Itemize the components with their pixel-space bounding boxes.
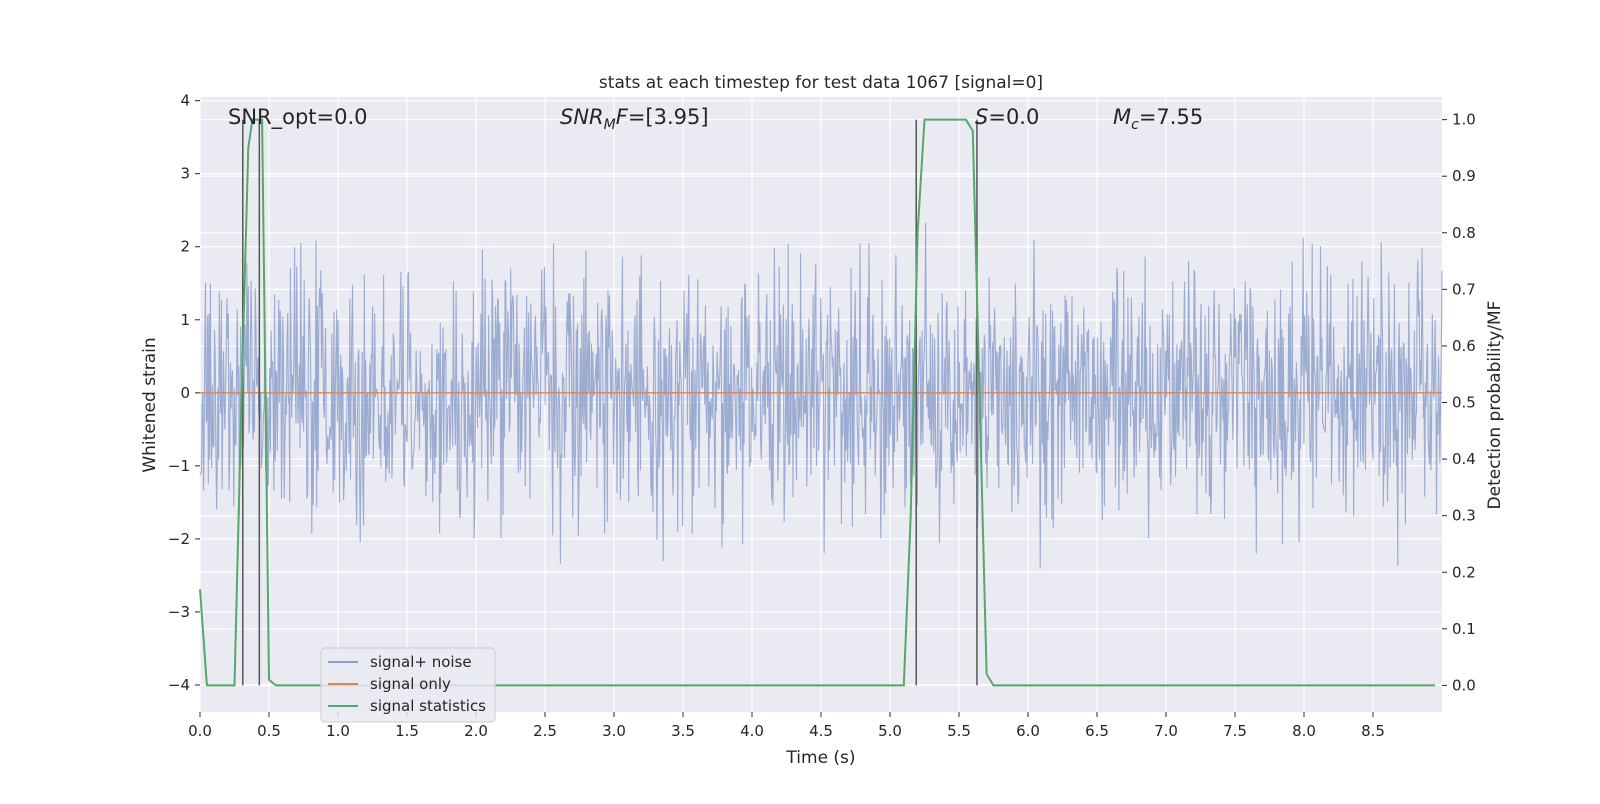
y-right-tick-labels: 0.0 0.1 0.2 0.3 0.4 0.5 0.6 0.7 0.8 0.9 1.0 bbox=[1442, 111, 1476, 694]
x-tick-label: 0.0 bbox=[188, 722, 212, 740]
x-tick-label: 8.0 bbox=[1292, 722, 1316, 740]
y-left-tick-label: −2 bbox=[168, 530, 190, 548]
annotation-mc: Mc=7.55 bbox=[1113, 105, 1203, 133]
legend-label-signal-noise: signal+ noise bbox=[370, 653, 472, 671]
series-signal-noise bbox=[199, 222, 1443, 569]
y-left-tick-label: 3 bbox=[180, 165, 190, 183]
x-tick-label: 5.0 bbox=[878, 722, 902, 740]
y-left-tick-label: −3 bbox=[168, 603, 190, 621]
y-left-tick-label: 4 bbox=[180, 92, 190, 110]
x-tick-label: 2.0 bbox=[464, 722, 488, 740]
legend-label-signal-only: signal only bbox=[370, 675, 451, 693]
y-left-tick-label: 2 bbox=[180, 238, 190, 256]
x-tick-labels: 0.0 0.5 1.0 1.5 2.0 2.5 3.0 3.5 4.0 4.5 5.0 5.5 6.0 6… bbox=[188, 712, 1385, 740]
y-right-tick-label: 0.0 bbox=[1452, 676, 1476, 694]
x-tick-label: 7.5 bbox=[1223, 722, 1247, 740]
x-tick-label: 5.5 bbox=[947, 722, 971, 740]
y-right-tick-label: 0.6 bbox=[1452, 337, 1476, 355]
x-tick-label: 3.5 bbox=[671, 722, 695, 740]
y-right-tick-label: 0.2 bbox=[1452, 563, 1476, 581]
y-right-tick-label: 0.8 bbox=[1452, 224, 1476, 242]
chart-title: stats at each timestep for test data 106… bbox=[599, 73, 1043, 93]
x-tick-label: 4.0 bbox=[740, 722, 764, 740]
y-right-axis-label: Detection probability/MF bbox=[1485, 301, 1505, 510]
signal-statistics-line bbox=[199, 118, 1436, 687]
y-left-tick-label: −4 bbox=[168, 676, 190, 694]
y-right-tick-label: 0.4 bbox=[1452, 450, 1476, 468]
x-tick-label: 8.5 bbox=[1361, 722, 1385, 740]
legend: signal+ noise signal only signal statist… bbox=[320, 647, 496, 723]
x-tick-label: 1.0 bbox=[326, 722, 350, 740]
series-vlines bbox=[242, 119, 978, 686]
annotation-snr-mf: SNRMF=[3.95] bbox=[560, 105, 709, 133]
x-axis-label: Time (s) bbox=[785, 748, 855, 768]
x-tick-label: 1.5 bbox=[395, 722, 419, 740]
x-tick-label: 2.5 bbox=[533, 722, 557, 740]
annotation-s: S=0.0 bbox=[975, 105, 1039, 129]
x-tick-label: 6.0 bbox=[1016, 722, 1040, 740]
legend-box bbox=[320, 647, 496, 723]
x-tick-label: 6.5 bbox=[1085, 722, 1109, 740]
y-right-tick-label: 0.7 bbox=[1452, 280, 1476, 298]
x-tick-label: 3.0 bbox=[602, 722, 626, 740]
legend-label-signal-statistics: signal statistics bbox=[370, 697, 486, 715]
x-tick-label: 7.0 bbox=[1154, 722, 1178, 740]
y-right-tick-label: 0.3 bbox=[1452, 507, 1476, 525]
annotation-snr-opt: SNR_opt=0.0 bbox=[228, 105, 368, 130]
y-left-tick-label: 0 bbox=[180, 384, 190, 402]
y-left-tick-label: 1 bbox=[180, 311, 190, 329]
grid bbox=[199, 97, 1442, 712]
x-tick-label: 4.5 bbox=[809, 722, 833, 740]
y-right-tick-label: 0.5 bbox=[1452, 394, 1476, 412]
y-right-tick-label: 0.1 bbox=[1452, 620, 1476, 638]
noise-trace bbox=[199, 222, 1443, 569]
y-left-tick-labels: −4 −3 −2 −1 0 1 2 3 4 bbox=[168, 92, 200, 694]
y-right-tick-label: 1.0 bbox=[1452, 111, 1476, 129]
series-signal-statistics bbox=[199, 118, 1436, 687]
y-left-axis-label: Whitened strain bbox=[140, 337, 160, 472]
x-tick-label: 0.5 bbox=[257, 722, 281, 740]
y-left-tick-label: −1 bbox=[168, 457, 190, 475]
y-right-tick-label: 0.9 bbox=[1452, 167, 1476, 185]
